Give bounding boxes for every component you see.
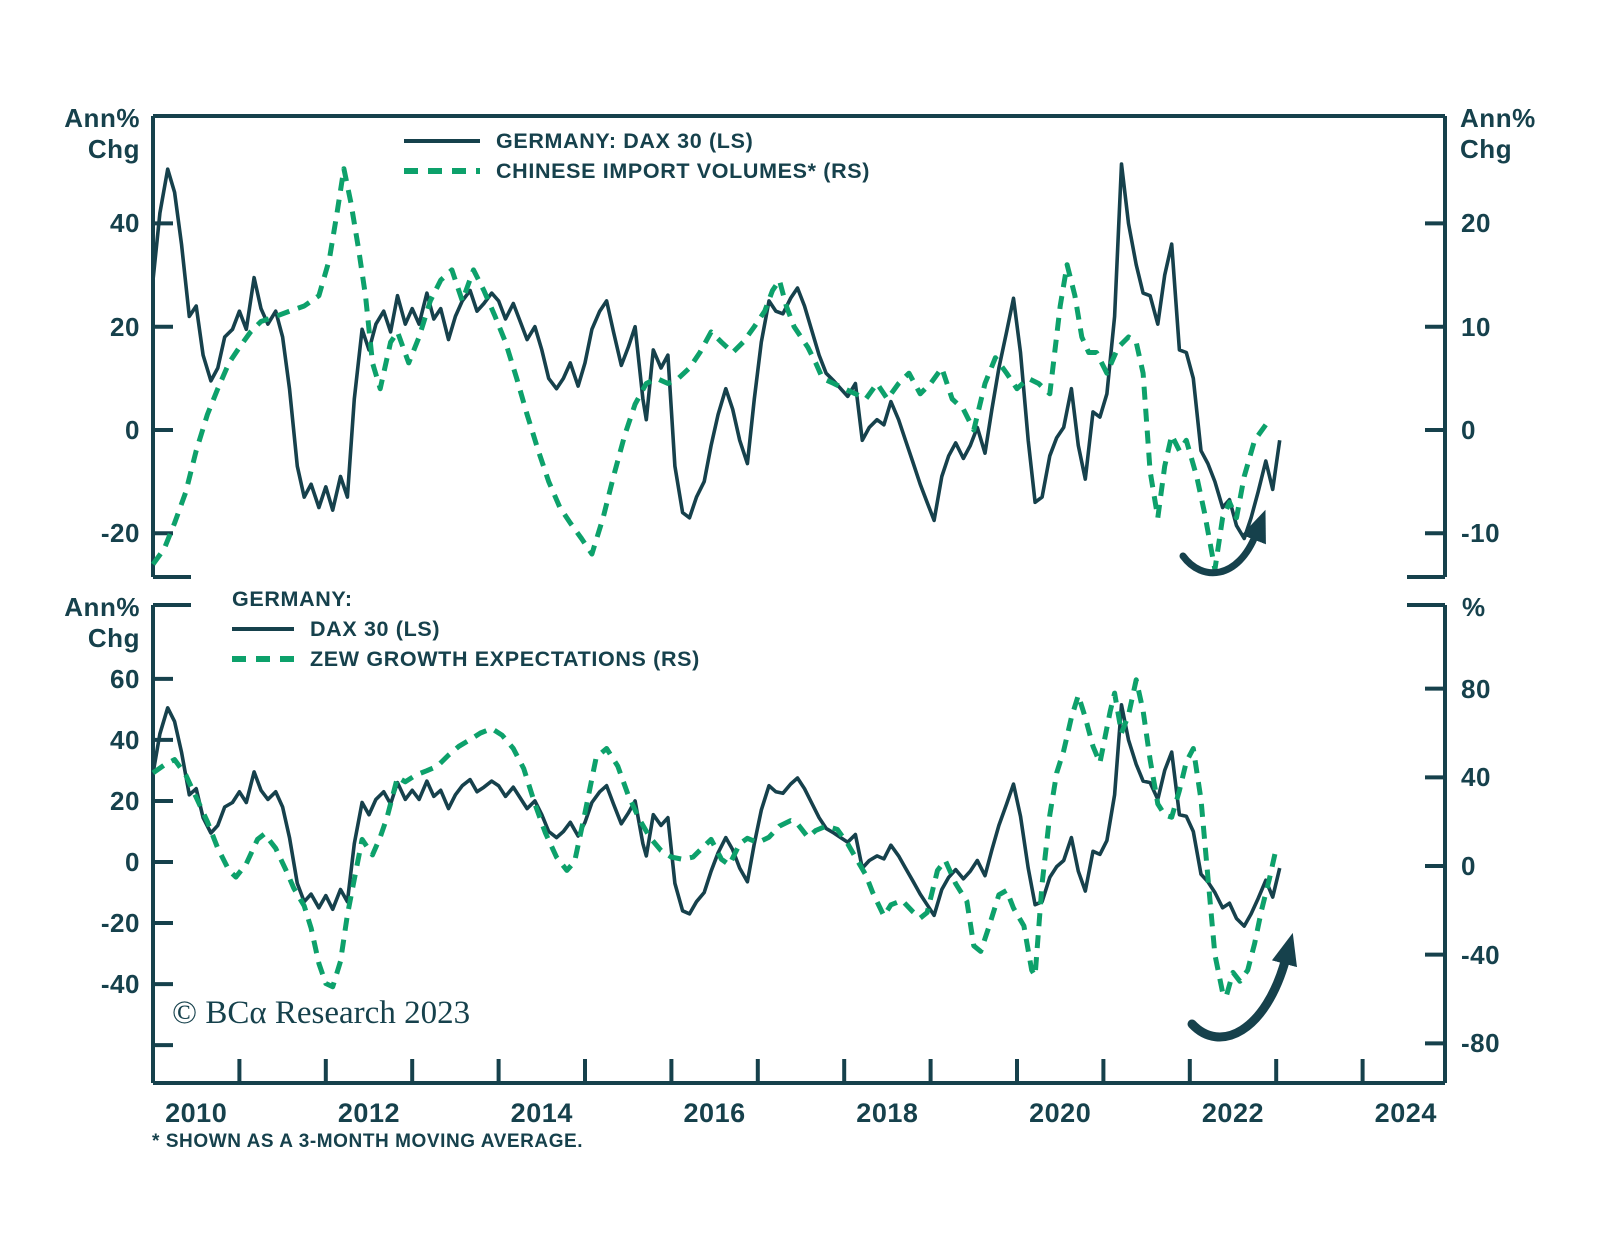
overlay-line-top bbox=[150, 166, 1268, 572]
legend-top: GERMANY: DAX 30 (LS) CHINESE IMPORT VOLU… bbox=[404, 126, 870, 186]
left-axis-tick-label: 40 bbox=[110, 724, 140, 755]
right-axis-tick-label: -40 bbox=[1461, 939, 1501, 970]
axis-title-line: Ann% bbox=[64, 592, 140, 622]
right-axis-tick-label: 80 bbox=[1461, 673, 1491, 704]
legend-item-zew: ZEW GROWTH EXPECTATIONS (RS) bbox=[232, 644, 700, 674]
trend-arrow-top bbox=[1179, 509, 1266, 577]
legend-item-dax-top: GERMANY: DAX 30 (LS) bbox=[404, 126, 870, 156]
right-axis-tick-label: 0 bbox=[1461, 415, 1476, 445]
dax-line-top bbox=[151, 162, 1282, 541]
footnote-text: * SHOWN AS A 3-MONTH MOVING AVERAGE. bbox=[152, 1131, 584, 1152]
left-axis-tick-label: -20 bbox=[100, 908, 140, 939]
right-axis-tick-label: 0 bbox=[1461, 851, 1476, 881]
legend-header: GERMANY: bbox=[232, 586, 353, 611]
trend-arrow-bottom bbox=[1187, 932, 1297, 1042]
dashed-line-swatch bbox=[404, 168, 480, 174]
right-axis-tick-label: -80 bbox=[1461, 1028, 1501, 1059]
top-left-axis-title: Ann% Chg bbox=[30, 103, 140, 165]
overlay-line-bottom bbox=[151, 677, 1279, 1000]
axis-title-line: Ann% bbox=[1460, 103, 1536, 133]
legend-label: GERMANY: DAX 30 (LS) bbox=[496, 128, 754, 153]
x-axis-year-label: 2014 bbox=[510, 1098, 573, 1128]
left-axis-tick-label: 20 bbox=[110, 311, 140, 342]
legend-label: CHINESE IMPORT VOLUMES* (RS) bbox=[496, 158, 871, 183]
left-axis-tick-label: -40 bbox=[100, 969, 140, 1000]
solid-line-swatch bbox=[404, 139, 480, 143]
legend-item-dax-bottom: DAX 30 (LS) bbox=[232, 614, 700, 644]
data-series-layer bbox=[150, 162, 1282, 1000]
axis-title-line: Ann% bbox=[64, 103, 140, 133]
legend-item-imports: CHINESE IMPORT VOLUMES* (RS) bbox=[404, 156, 870, 186]
legend-label: DAX 30 (LS) bbox=[310, 616, 441, 641]
x-axis-year-label: 2016 bbox=[683, 1098, 746, 1128]
left-axis-tick-label: 0 bbox=[125, 415, 140, 445]
axis-title-line: Chg bbox=[1460, 134, 1513, 164]
x-axis-year-label: 2012 bbox=[337, 1098, 401, 1128]
left-axis-tick-label: 60 bbox=[110, 663, 140, 694]
left-axis-tick-label: -20 bbox=[100, 518, 140, 549]
top-right-axis-title: Ann% Chg bbox=[1460, 103, 1536, 165]
left-axis-tick-label: 20 bbox=[110, 785, 140, 816]
right-axis-tick-label: 40 bbox=[1461, 762, 1491, 793]
right-axis-tick-label: 20 bbox=[1461, 208, 1491, 239]
axis-title-line: Chg bbox=[87, 623, 140, 653]
axis-title-line: % bbox=[1462, 592, 1486, 622]
x-axis-year-label: 2020 bbox=[1029, 1098, 1092, 1128]
right-axis-tick-label: 10 bbox=[1461, 311, 1491, 342]
left-axis-tick-label: 40 bbox=[110, 208, 140, 239]
dashed-line-swatch bbox=[232, 656, 294, 662]
left-axis-tick-label: 0 bbox=[125, 847, 140, 877]
x-axis-year-label: 2022 bbox=[1201, 1098, 1265, 1128]
axis-title-line: Chg bbox=[87, 134, 140, 164]
legend-label: ZEW GROWTH EXPECTATIONS (RS) bbox=[310, 646, 700, 671]
right-axis-tick-label: -10 bbox=[1461, 518, 1501, 549]
x-axis-year-label: 2018 bbox=[856, 1098, 919, 1128]
bottom-left-axis-title: Ann% Chg bbox=[30, 592, 140, 654]
copyright-text: © BCα Research 2023 bbox=[172, 995, 471, 1031]
panel-frames bbox=[151, 114, 1447, 1085]
x-axis-year-label: 2010 bbox=[165, 1098, 228, 1128]
solid-line-swatch bbox=[232, 627, 294, 631]
dax-line-bottom bbox=[151, 702, 1282, 928]
bottom-right-axis-title: % bbox=[1462, 592, 1486, 623]
legend-bottom: GERMANY: DAX 30 (LS) ZEW GROWTH EXPECTAT… bbox=[232, 584, 700, 674]
x-axis-year-label: 2024 bbox=[1374, 1098, 1437, 1128]
